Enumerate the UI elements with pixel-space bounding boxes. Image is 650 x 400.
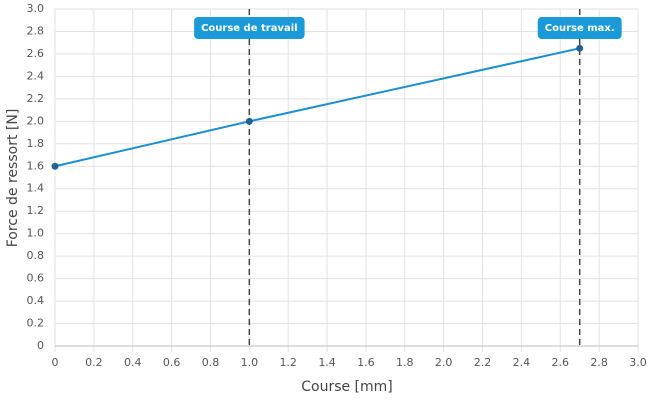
x-tick-label: 0.8 <box>202 356 220 369</box>
y-tick-label: 2.2 <box>27 92 45 105</box>
x-tick-label: 0.2 <box>85 356 103 369</box>
x-tick-label: 1.8 <box>396 356 414 369</box>
y-tick-label: 1.6 <box>27 159 45 172</box>
annotation-label: Course max. <box>537 17 622 39</box>
series-line <box>54 47 580 168</box>
annotation-text: Course max. <box>545 23 615 34</box>
x-tick-label: 1.6 <box>357 356 375 369</box>
x-tick-label: 2.0 <box>435 356 453 369</box>
x-tick-label: 2.4 <box>513 356 531 369</box>
data-point <box>576 44 584 52</box>
y-tick-label: 0.8 <box>27 249 45 262</box>
y-tick-label: 1.8 <box>27 137 45 150</box>
annotation-box <box>194 17 305 39</box>
x-tick-label: 1.2 <box>279 356 297 369</box>
x-tick-label: 3.0 <box>629 356 647 369</box>
annotation-box <box>537 17 622 39</box>
y-tick-label: 0.2 <box>27 317 45 330</box>
x-tick-label: 0.6 <box>163 356 181 369</box>
y-tick-label: 1.4 <box>27 182 45 195</box>
y-tick-label: 2.6 <box>27 47 45 60</box>
y-tick-label: 2.4 <box>27 69 45 82</box>
y-tick-label: 0 <box>37 339 44 352</box>
y-tick-label: 2.0 <box>27 114 45 127</box>
x-tick-label: 2.6 <box>552 356 570 369</box>
annotation-text: Course de travail <box>201 23 297 34</box>
y-tick-label: 3.0 <box>27 2 45 15</box>
annotation-label: Course de travail <box>194 17 305 39</box>
y-tick-label: 0.6 <box>27 272 45 285</box>
x-tick-label: 0 <box>52 356 59 369</box>
y-tick-label: 1.0 <box>27 227 45 240</box>
x-tick-label: 1.0 <box>241 356 259 369</box>
x-tick-label: 2.2 <box>474 356 492 369</box>
data-point <box>245 117 253 125</box>
y-tick-label: 0.4 <box>27 294 45 307</box>
x-tick-label: 0.4 <box>124 356 142 369</box>
x-tick-label: 2.8 <box>590 356 608 369</box>
y-tick-label: 2.8 <box>27 24 45 37</box>
x-tick-label: 1.4 <box>318 356 336 369</box>
y-tick-label: 1.2 <box>27 204 45 217</box>
y-axis-title: Force de ressort [N] <box>5 109 21 248</box>
data-point <box>51 162 59 170</box>
x-axis-title: Course [mm] <box>301 379 393 395</box>
